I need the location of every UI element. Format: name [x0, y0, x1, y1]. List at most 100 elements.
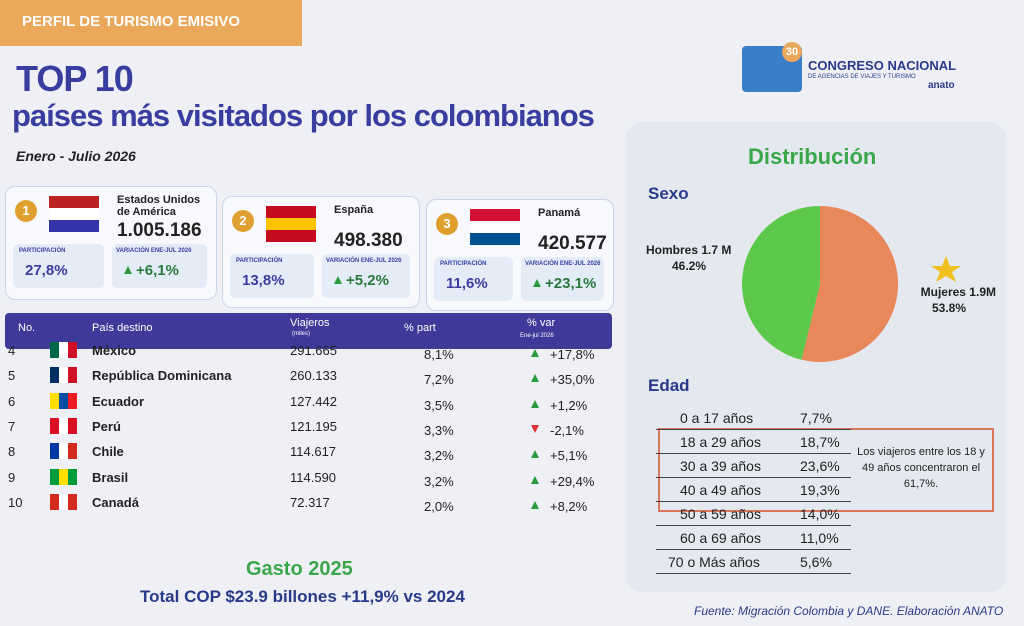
arrow	[531, 500, 539, 509]
distribution-title: Distribución	[748, 144, 877, 169]
travelers: 498.380	[334, 230, 403, 251]
share: 3,2%	[424, 473, 454, 489]
share-label: PARTICIPACIÓN	[236, 258, 283, 264]
age-range: 0 a 17 años	[680, 410, 754, 426]
travelers: 291.665	[290, 343, 337, 358]
logo-name: CONGRESO NACIONAL	[808, 58, 957, 73]
row-number: 7	[8, 418, 16, 434]
travelers: 260.133	[290, 368, 337, 384]
logo-brand: anato	[928, 80, 955, 91]
slice-value: 46.2%	[672, 259, 706, 273]
slice-label: Hombres 1.7 M	[646, 243, 731, 257]
share-label: PARTICIPACIÓN	[19, 248, 66, 254]
change: +29,4%	[550, 473, 595, 489]
age-label: Edad	[648, 376, 690, 395]
age-rule	[656, 525, 851, 526]
pill	[230, 254, 314, 298]
flag-stripe	[68, 342, 77, 358]
age-rule	[656, 477, 851, 478]
share: 3,5%	[424, 397, 454, 413]
country: Panamá	[538, 207, 581, 219]
country: Perú	[92, 418, 121, 434]
flag-stripe	[68, 493, 77, 510]
change: +8,2%	[550, 498, 588, 514]
age-range: 60 a 69 años	[680, 530, 761, 546]
row-number: 10	[8, 494, 23, 510]
change: +1,2%	[550, 397, 588, 413]
period: Enero - Julio 2026	[16, 148, 136, 164]
age-share: 14,0%	[800, 506, 840, 522]
age-share: 11,0%	[800, 530, 839, 546]
travelers: 127.442	[290, 393, 337, 409]
flag-stripe	[266, 230, 316, 242]
flag-stripe	[59, 417, 68, 434]
share: 27,8%	[25, 262, 68, 279]
rank-medal: 1	[15, 200, 37, 222]
age-rule	[656, 453, 851, 454]
flag-stripe	[68, 417, 77, 434]
column-header: % part	[404, 322, 436, 334]
flag-stripe	[59, 342, 68, 358]
change: +5,2%	[346, 272, 389, 289]
table-header	[5, 313, 612, 349]
change-label: VARIACIÓN ENE-JUL 2026	[525, 261, 601, 267]
share: 8,1%	[424, 347, 454, 362]
star-icon	[931, 256, 961, 282]
flag-stripe	[68, 392, 77, 409]
change: +23,1%	[545, 275, 597, 292]
share-label: PARTICIPACIÓN	[440, 261, 487, 267]
country: México	[92, 343, 137, 358]
row-number: 4	[8, 343, 16, 358]
slice-label: Mujeres 1.9M	[921, 285, 996, 299]
flag-stripe	[59, 468, 68, 485]
share: 2,0%	[424, 498, 454, 514]
arrow	[531, 374, 539, 383]
column-header: % var	[527, 317, 556, 329]
age-rule	[656, 501, 851, 502]
pie-slice	[742, 206, 820, 360]
flag-stripe	[68, 443, 77, 460]
share: 13,8%	[242, 272, 285, 289]
flag-stripe	[49, 196, 99, 208]
change: +6,1%	[136, 262, 179, 279]
country: Brasil	[92, 469, 129, 485]
age-rule	[656, 573, 851, 574]
age-share: 18,7%	[800, 434, 840, 450]
rank-medal: 3	[436, 213, 458, 235]
change: +35,0%	[550, 372, 595, 388]
change-label: VARIACIÓN ENE-JUL 2026	[326, 258, 402, 264]
slice-value: 53.8%	[932, 301, 966, 315]
flag-stripe	[49, 220, 99, 232]
arrow	[533, 279, 541, 287]
age-range: 40 a 49 años	[680, 482, 761, 498]
flag-stripe	[266, 218, 316, 230]
title: TOP 10	[16, 58, 134, 99]
row-number: 6	[8, 393, 16, 409]
row-number: 9	[8, 469, 16, 485]
arrow	[531, 450, 539, 459]
pie-chart: Hombres 1.7 M 46.2% Mujeres 1.9M 53.8%	[646, 206, 996, 362]
tab: PERFIL DE TURISMO EMISIVO	[22, 13, 241, 30]
travelers: 72.317	[290, 494, 330, 510]
age-note: Los viajeros entre los 18 y 49 años conc…	[857, 446, 985, 490]
gasto-title: Gasto 2025	[246, 558, 353, 580]
arrow	[531, 424, 539, 433]
country: Canadá	[92, 494, 139, 510]
age-rule	[656, 429, 851, 430]
country: Ecuador	[92, 393, 145, 409]
age-share: 7,7%	[800, 410, 832, 426]
column-note: Ene-jul 2026	[520, 333, 554, 339]
age-range: 50 a 59 años	[680, 506, 761, 522]
arrow	[531, 399, 539, 408]
flag-stripe	[68, 468, 77, 485]
age-share: 19,3%	[800, 482, 840, 498]
share: 11,6%	[446, 275, 488, 292]
country: Chile	[92, 444, 124, 460]
tab-bg	[0, 0, 302, 46]
logo-badge: 30	[782, 42, 802, 62]
column-note: (miles)	[292, 331, 310, 337]
flag-stripe	[470, 233, 520, 245]
change: +5,1%	[550, 448, 588, 464]
arrow	[531, 475, 539, 484]
